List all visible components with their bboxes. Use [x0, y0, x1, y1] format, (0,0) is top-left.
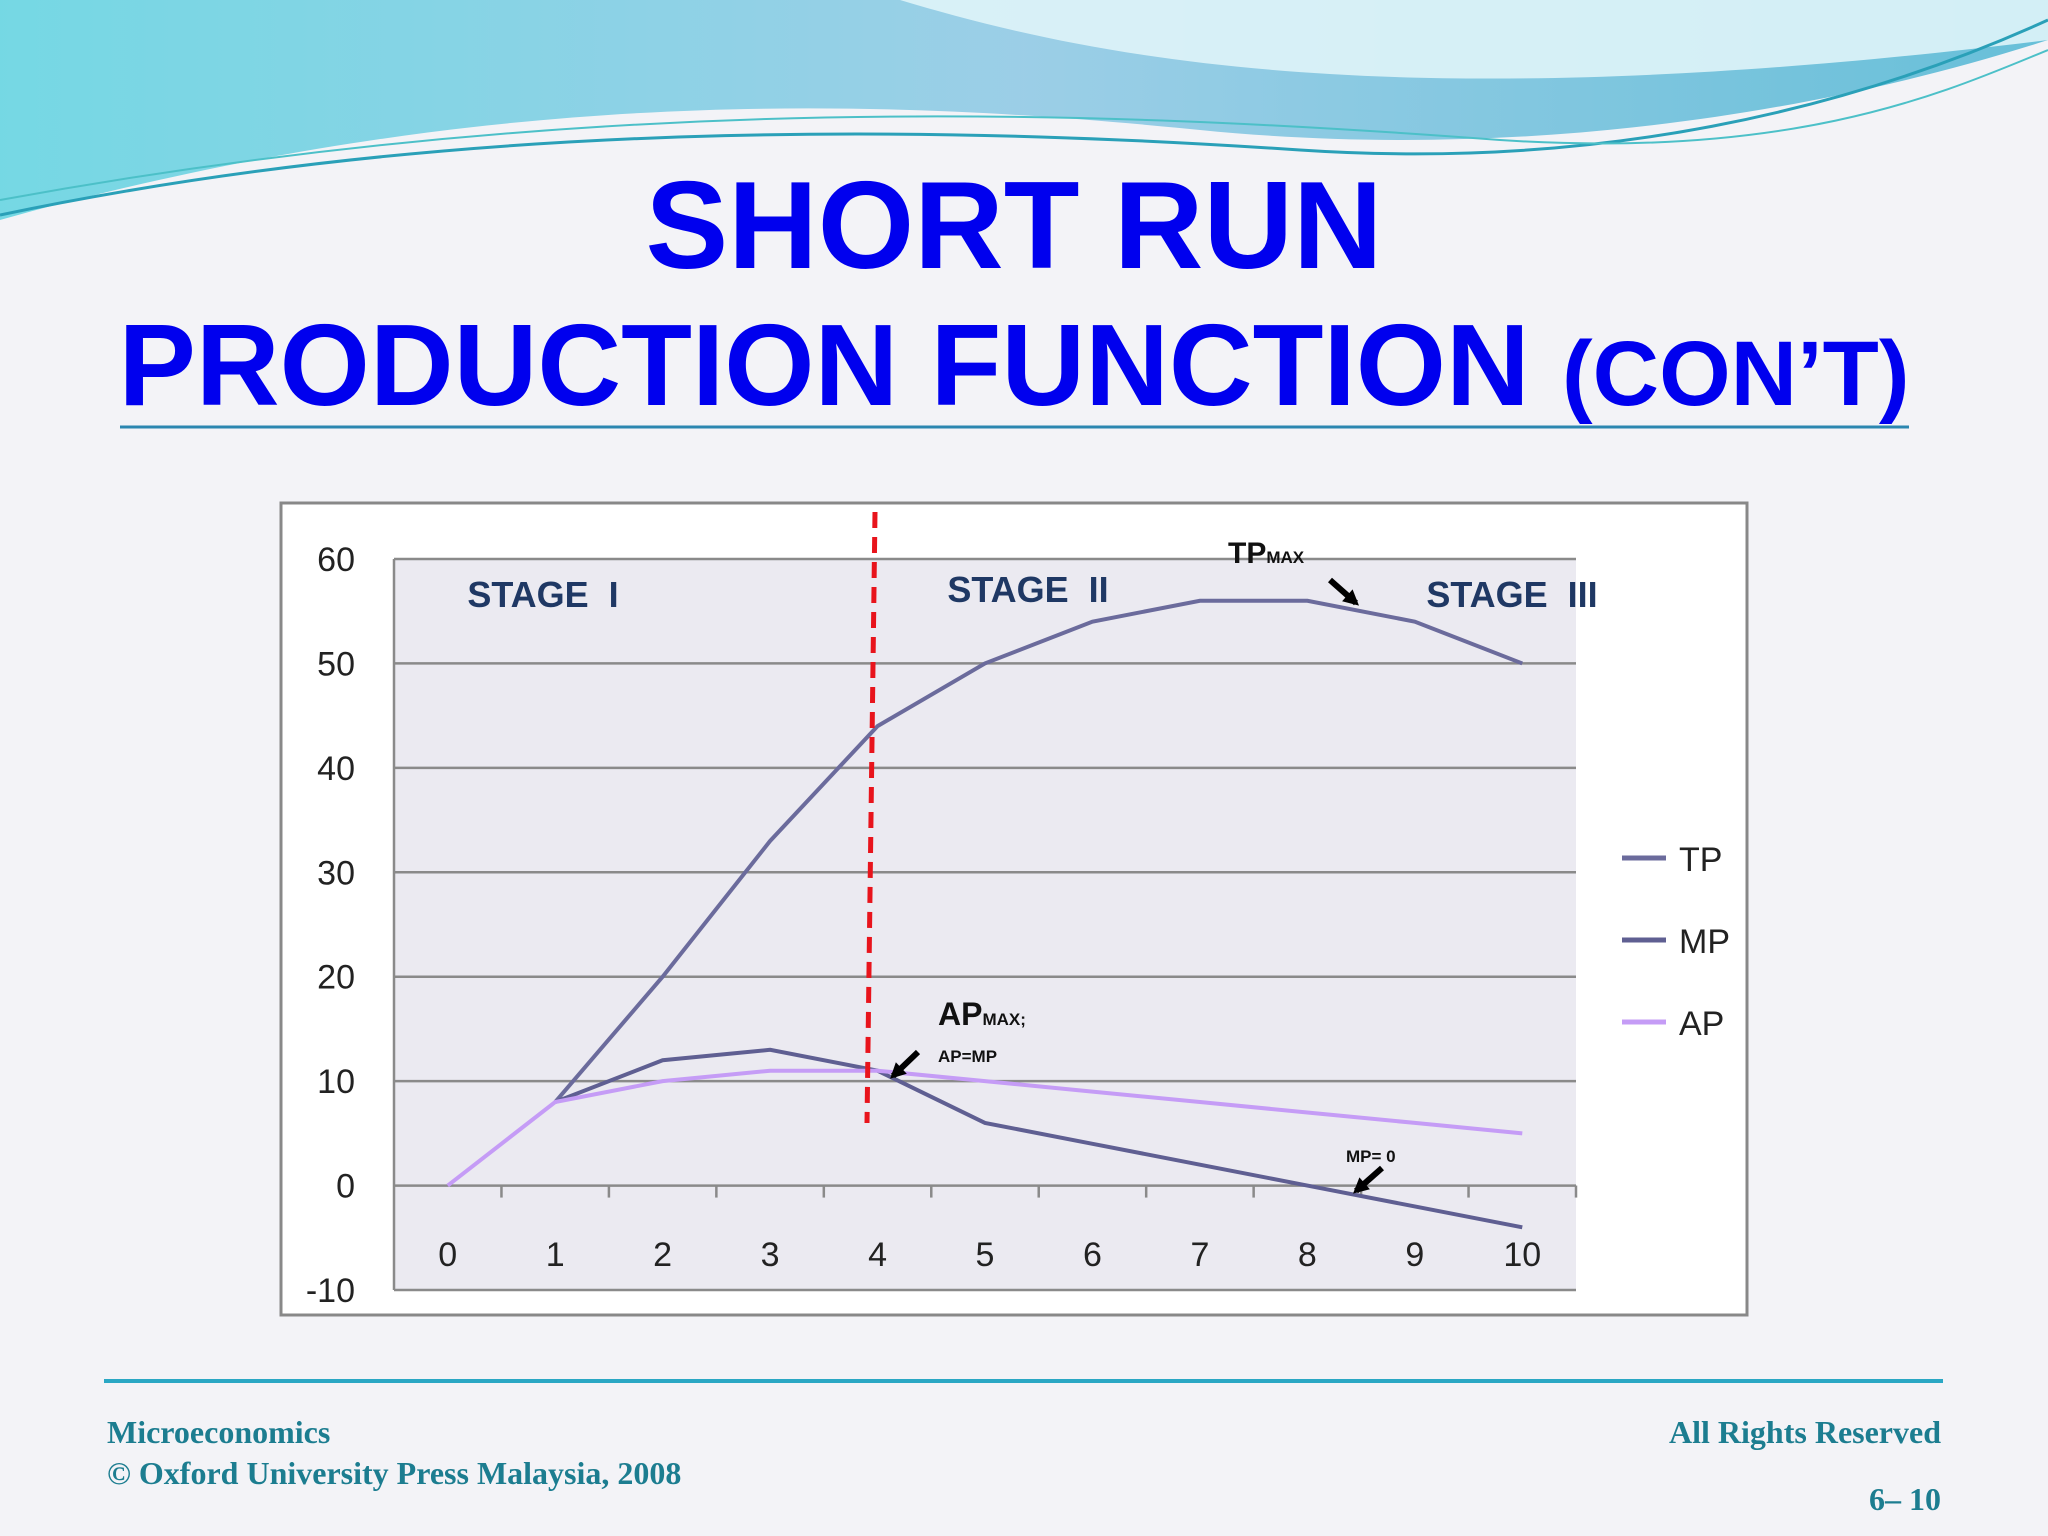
x-tick-label: 1	[546, 1236, 565, 1274]
y-tick-label: 10	[317, 1063, 355, 1101]
y-tick-label: 50	[317, 645, 355, 683]
stage-label: STAGE I	[467, 574, 618, 615]
footer-text: 6– 10	[1869, 1481, 1941, 1517]
series-line	[446, 1068, 1523, 1188]
x-tick-label: 8	[1298, 1236, 1317, 1274]
annotation-text: MP= 0	[1346, 1147, 1396, 1166]
stage-label: STAGE III	[1426, 574, 1597, 615]
legend-label: AP	[1679, 1005, 1724, 1043]
footer-text: Microeconomics	[107, 1414, 330, 1450]
title: PRODUCTION FUNCTION (CON’T)	[119, 300, 1910, 430]
annotation-text: AP	[938, 996, 982, 1032]
title: PRODUCTION FUNCTION	[119, 300, 1530, 430]
x-tick-label: 4	[868, 1236, 887, 1274]
footer-text: All Rights Reserved	[1669, 1414, 1941, 1450]
annotation: AP=MP	[938, 1047, 997, 1066]
arrow-head	[1353, 1177, 1370, 1194]
wave-line	[0, 18, 2048, 217]
x-tick-label: 0	[438, 1236, 457, 1274]
x-tick-label: 7	[1190, 1236, 1209, 1274]
annotation-subscript: MAX;	[982, 1010, 1025, 1029]
legend-label: MP	[1679, 923, 1730, 961]
arrow-head	[1342, 589, 1359, 606]
annotation-text: AP=MP	[938, 1047, 997, 1066]
wave-line	[0, 49, 2048, 201]
x-tick-label: 6	[1083, 1236, 1102, 1274]
annotation: TPMAX	[1228, 537, 1305, 570]
annotation: APMAX;	[938, 996, 1026, 1032]
x-tick-label: 2	[653, 1236, 672, 1274]
series-line	[554, 1047, 1523, 1230]
annotation: MP= 0	[1346, 1147, 1396, 1166]
annotation-text: TP	[1228, 537, 1266, 570]
stage-divider	[864, 511, 878, 1124]
y-tick-label: 60	[317, 541, 355, 579]
plot-area	[394, 559, 1576, 1290]
x-tick-label: 5	[976, 1236, 995, 1274]
x-tick-label: 10	[1503, 1236, 1541, 1274]
series-line	[553, 598, 1523, 1104]
y-tick-label: 30	[317, 854, 355, 892]
y-tick-label: 20	[317, 959, 355, 997]
footer-text: © Oxford University Press Malaysia, 2008	[107, 1455, 681, 1491]
stage-label: STAGE II	[947, 569, 1108, 610]
x-tick-label: 3	[761, 1236, 780, 1274]
annotation-subscript: MAX	[1266, 548, 1304, 567]
arrow-head	[890, 1062, 907, 1079]
legend-label: TP	[1679, 841, 1722, 879]
x-tick-label: 9	[1405, 1236, 1424, 1274]
y-tick-label: -10	[306, 1272, 355, 1310]
y-tick-label: 40	[317, 750, 355, 788]
wave	[900, 0, 2048, 79]
title-suffix: (CON’T)	[1562, 323, 1909, 425]
title: SHORT RUN	[645, 157, 1382, 295]
y-tick-label: 0	[336, 1168, 355, 1206]
